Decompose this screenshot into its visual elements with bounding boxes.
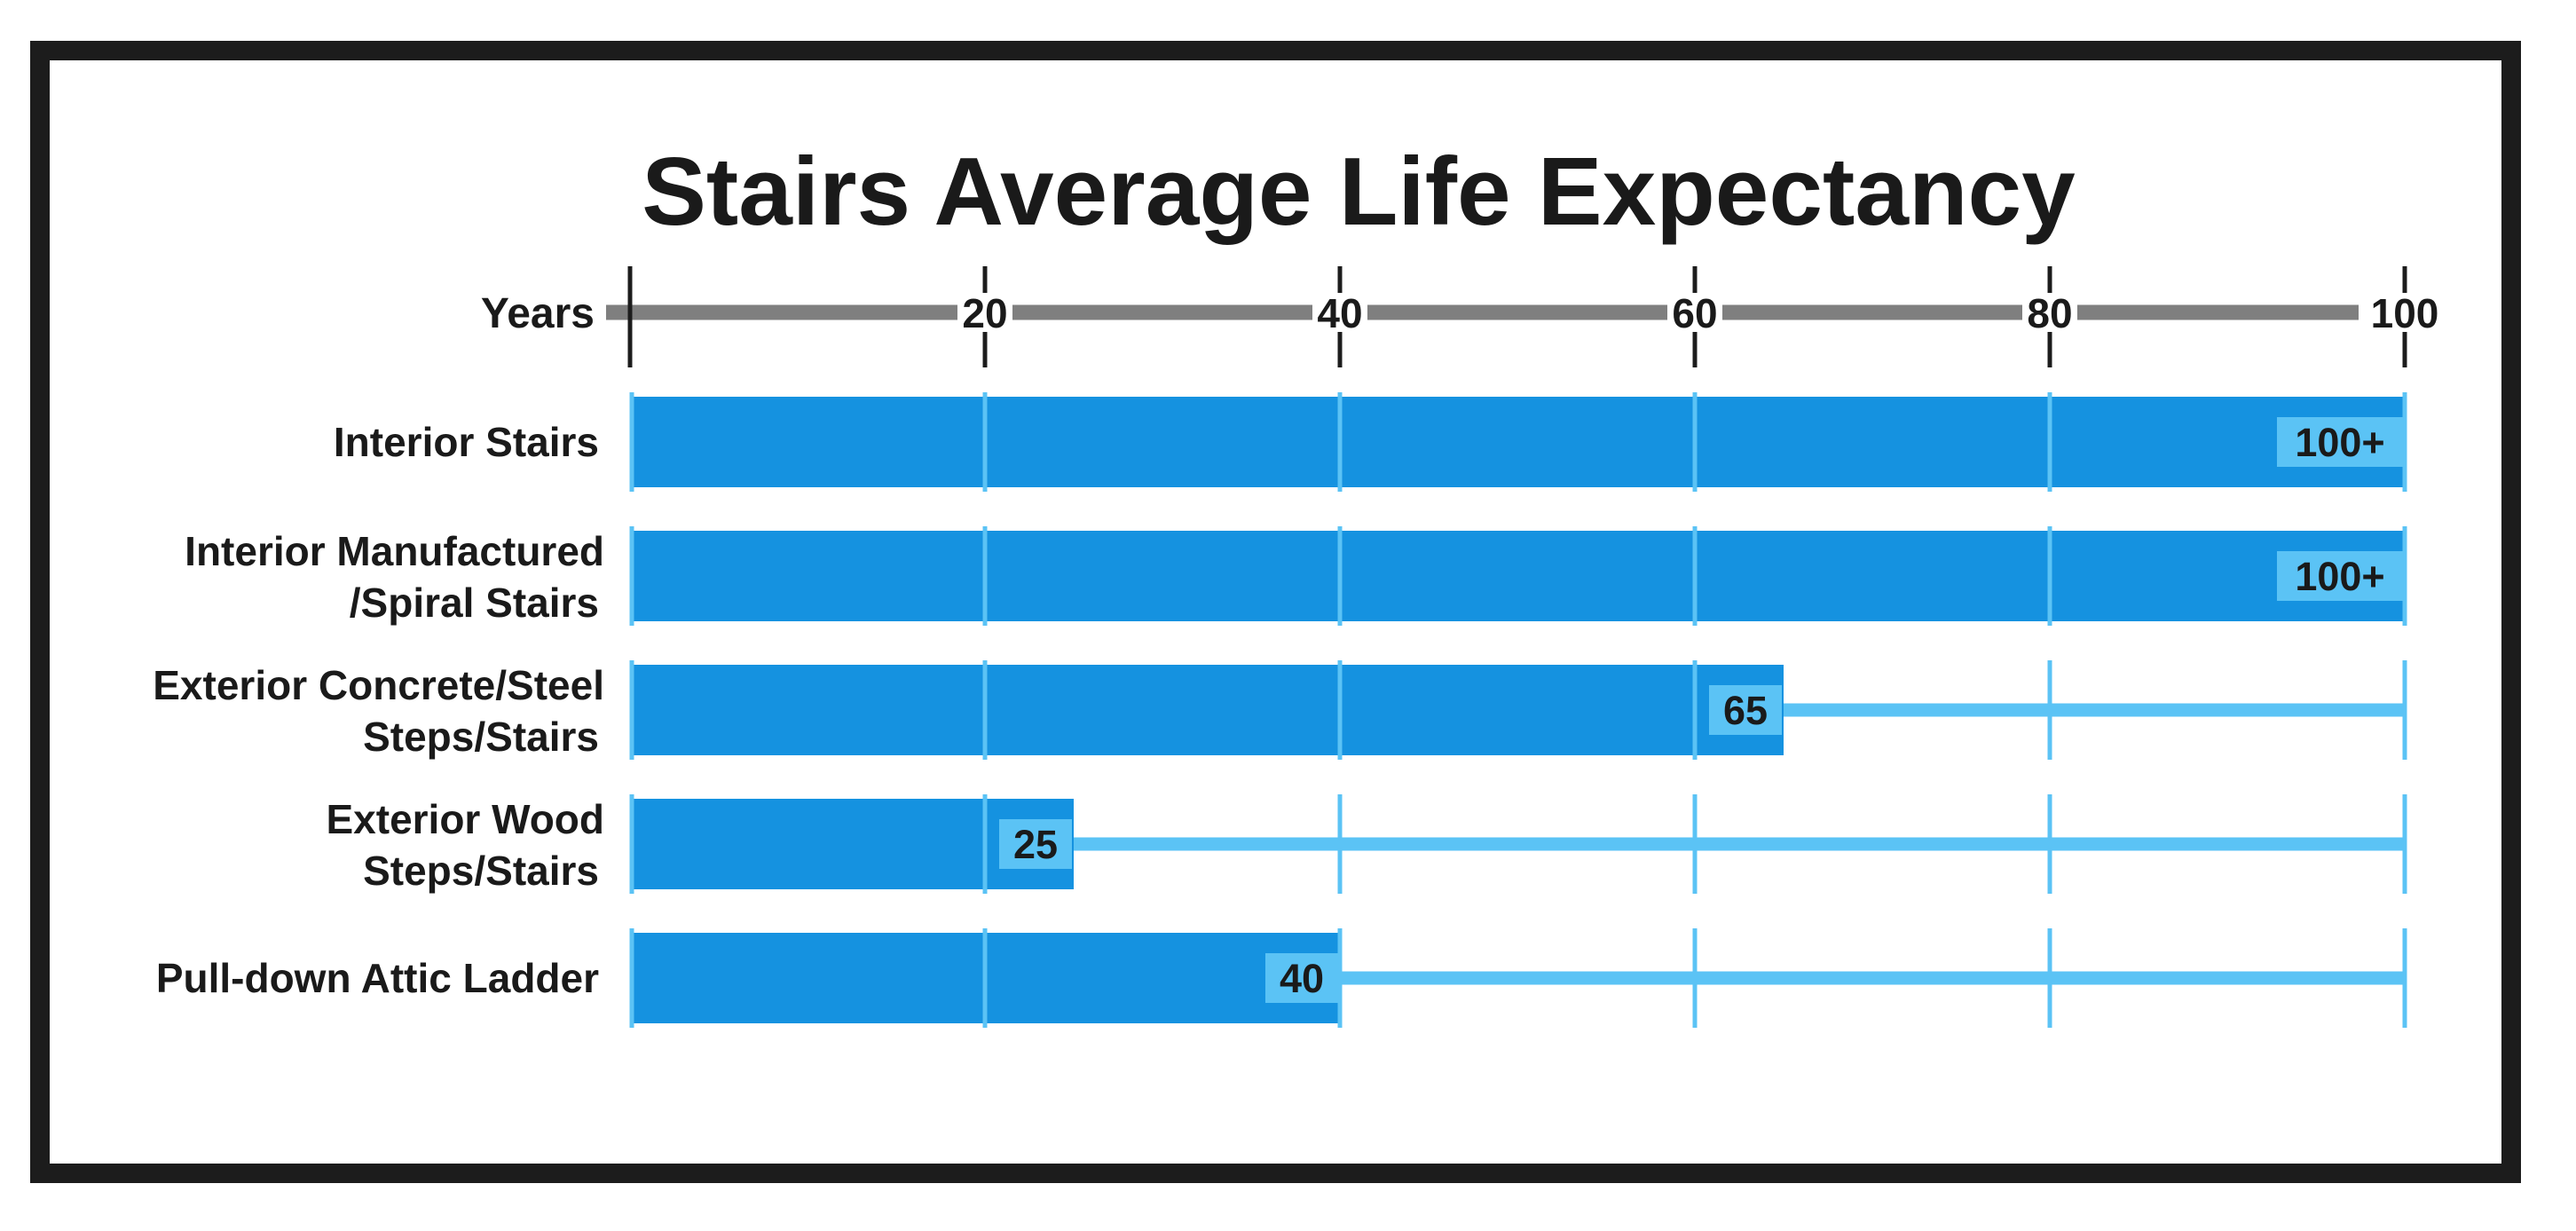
category-label: Exterior Concrete/Steel (153, 662, 604, 708)
bar (630, 665, 1784, 755)
value-label-box (999, 819, 1072, 869)
tick-label: 60 (1672, 290, 1717, 336)
axis-label: Years (481, 290, 595, 337)
category-label: Steps/Stairs (363, 848, 599, 894)
tick-label: 40 (1317, 290, 1362, 336)
category-label: Interior Manufactured (185, 528, 604, 574)
tick-label-backdrop (1312, 293, 1367, 332)
value-label-box (1265, 953, 1338, 1003)
value-label-box (1709, 685, 1782, 735)
category-label: /Spiral Stairs (350, 580, 599, 626)
bars-group: 100+ 100+ 65 25 40 (629, 392, 2407, 1028)
value-label: 25 (1013, 822, 1058, 867)
bar (630, 397, 2405, 487)
value-label: 100+ (2295, 420, 2384, 465)
tick-label: 20 (962, 290, 1007, 336)
value-label: 40 (1280, 956, 1324, 1001)
bar (630, 531, 2405, 621)
value-label: 100+ (2295, 554, 2384, 599)
tick-label: 80 (2027, 290, 2072, 336)
tick-label-backdrop (2022, 293, 2077, 332)
years-axis: Years 20 40 60 80 100 (481, 266, 2445, 367)
tick-label-backdrop (957, 293, 1012, 332)
value-label-box (2277, 551, 2403, 601)
value-label-box (2277, 417, 2403, 467)
category-label: Pull-down Attic Ladder (156, 955, 599, 1001)
tick-label-backdrop (2365, 293, 2445, 332)
value-label: 65 (1723, 688, 1768, 733)
category-label: Steps/Stairs (363, 714, 599, 760)
category-label: Exterior Wood (326, 796, 604, 842)
category-labels: Interior Stairs Interior Manufactured/Spi… (153, 419, 604, 1001)
tick-label: 100 (2371, 290, 2439, 336)
tick-label-backdrop (1667, 293, 1722, 332)
category-label: Interior Stairs (334, 419, 599, 465)
chart-title: Stairs Average Life Expectancy (642, 138, 2076, 246)
